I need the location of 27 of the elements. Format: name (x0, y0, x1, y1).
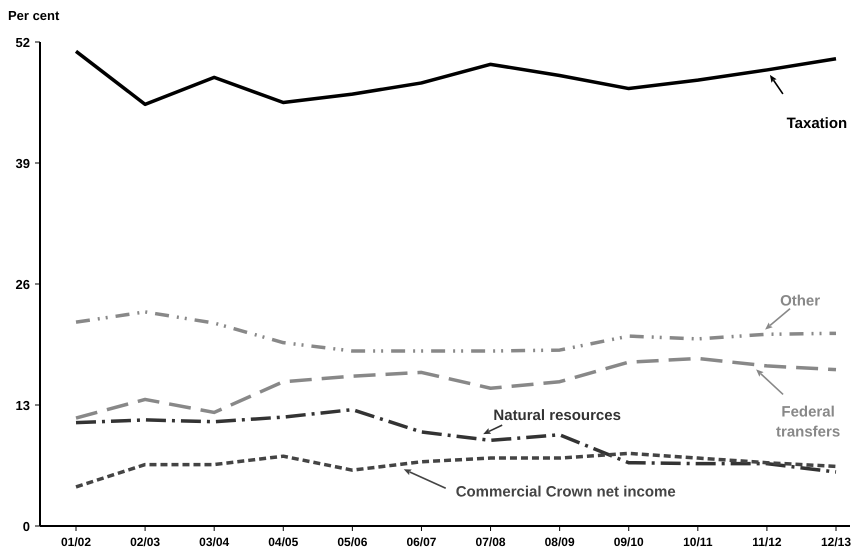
series-label: Natural resources (493, 407, 621, 424)
series-label: Commercial Crown net income (456, 483, 676, 500)
line-series (74, 356, 838, 420)
x-tick-label: 08/09 (544, 535, 575, 549)
x-tick-label: 07/08 (476, 535, 506, 549)
x-tick-label: 03/04 (199, 535, 230, 549)
y-tick-label: 0 (22, 519, 30, 534)
y-tick-label: 52 (16, 35, 30, 50)
x-tick-label: 01/02 (60, 535, 92, 549)
x-tick-label: 06/07 (406, 535, 437, 549)
series-label: Other (780, 292, 820, 310)
x-tick-label: 11/12 (752, 535, 782, 549)
line-series (74, 50, 838, 106)
legend-label: Federal transfers (776, 403, 840, 440)
text: Taxation (786, 114, 848, 132)
y-tick-label: 26 (16, 277, 30, 292)
x-tick-label: 05/06 (337, 535, 368, 549)
x-tick-label: 10/11 (683, 535, 713, 549)
y-tick-label: 13 (16, 398, 30, 413)
y-tick-label: 39 (16, 156, 30, 171)
line-series (74, 310, 838, 353)
x-tick-label: 04/05 (268, 535, 299, 549)
y-axis-title: Per cent (8, 8, 60, 23)
x-tick-label: 09/10 (614, 535, 644, 549)
x-tick-label: 12/13 (820, 535, 852, 549)
x-tick-label: 02/03 (130, 535, 160, 549)
line-series (74, 408, 838, 474)
